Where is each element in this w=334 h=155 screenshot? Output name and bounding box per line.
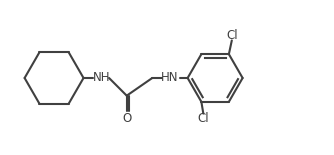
Text: HN: HN <box>161 71 179 84</box>
Text: Cl: Cl <box>226 29 237 42</box>
Text: Cl: Cl <box>197 112 209 125</box>
Text: NH: NH <box>93 71 110 84</box>
Text: O: O <box>122 112 131 125</box>
